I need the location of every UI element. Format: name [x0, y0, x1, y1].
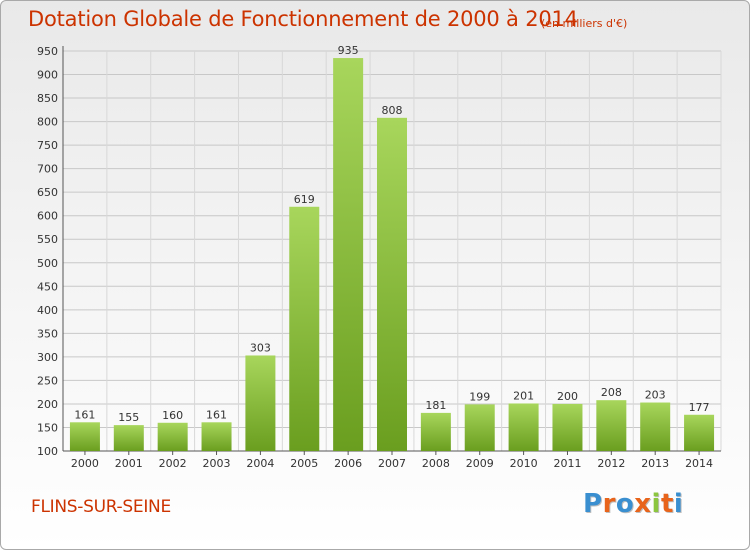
logo-letter: r	[602, 489, 616, 519]
bar-value-label: 200	[557, 390, 578, 403]
bar-value-label: 160	[162, 409, 183, 422]
bar-value-label: 203	[645, 389, 666, 402]
y-tick-label: 950	[37, 45, 58, 58]
x-tick-label: 2006	[334, 457, 362, 470]
bar	[333, 58, 364, 451]
bar	[245, 355, 276, 451]
x-tick-label: 2003	[203, 457, 231, 470]
logo-letter: i	[673, 489, 684, 519]
bar-value-label: 201	[513, 389, 534, 402]
bar-value-label: 161	[74, 408, 95, 421]
y-tick-label: 150	[37, 421, 58, 434]
x-tick-label: 2011	[553, 457, 581, 470]
bar-value-label: 155	[118, 411, 139, 424]
x-tick-label: 2013	[641, 457, 669, 470]
proxiti-logo: Proxiti	[583, 489, 683, 525]
bar-value-label: 303	[250, 341, 271, 354]
y-tick-label: 250	[37, 374, 58, 387]
x-tick-label: 2014	[685, 457, 713, 470]
bar-value-label: 208	[601, 386, 622, 399]
x-tick-label: 2009	[466, 457, 494, 470]
y-tick-label: 550	[37, 233, 58, 246]
commune-name: FLINS-SUR-SEINE	[31, 497, 171, 517]
y-tick-label: 850	[37, 92, 58, 105]
bar-value-label: 808	[382, 104, 403, 117]
y-tick-label: 300	[37, 351, 58, 364]
bar-value-label: 181	[425, 399, 446, 412]
bar	[201, 422, 232, 451]
y-tick-label: 600	[37, 210, 58, 223]
x-tick-label: 2010	[510, 457, 538, 470]
bar	[377, 117, 407, 451]
bar-chart: 100 150 200 250 300 350 400 450 500 550 600 650 700 7…	[37, 44, 722, 470]
logo-letter: t	[660, 489, 674, 519]
chart-unit: (en milliers d'€)	[541, 17, 628, 30]
bar-value-label: 161	[206, 408, 227, 421]
x-tick-label: 2002	[159, 457, 187, 470]
x-tick-label: 2001	[115, 457, 143, 470]
logo-letter: P	[583, 489, 603, 519]
y-tick-label: 800	[37, 116, 58, 129]
bar-value-label: 935	[338, 44, 359, 57]
x-tick-label: 2012	[597, 457, 625, 470]
bar	[684, 414, 715, 451]
bar	[464, 404, 495, 451]
y-tick-label: 500	[37, 257, 58, 270]
y-tick-label: 350	[37, 327, 58, 340]
y-tick-label: 100	[37, 445, 58, 458]
y-tick-label: 650	[37, 186, 58, 199]
bar-value-label: 199	[469, 390, 490, 403]
bar	[640, 402, 671, 451]
x-tick-label: 2007	[378, 457, 406, 470]
bar-value-label: 177	[689, 401, 710, 414]
x-tick-label: 2005	[290, 457, 318, 470]
bar	[157, 422, 188, 451]
bar	[69, 422, 100, 451]
bar-value-label: 619	[294, 193, 315, 206]
y-tick-label: 450	[37, 280, 58, 293]
y-tick-label: 200	[37, 398, 58, 411]
bar	[113, 425, 144, 451]
bar	[420, 412, 451, 451]
y-tick-label: 750	[37, 139, 58, 152]
bar	[596, 400, 627, 451]
x-tick-label: 2004	[246, 457, 274, 470]
y-tick-label: 700	[37, 163, 58, 176]
bar	[552, 403, 583, 451]
logo-letter: x	[634, 489, 652, 519]
y-tick-label: 900	[37, 69, 58, 82]
bar	[508, 403, 539, 451]
y-tick-label: 400	[37, 304, 58, 317]
x-tick-label: 2000	[71, 457, 99, 470]
x-tick-label: 2008	[422, 457, 450, 470]
bar	[289, 206, 320, 451]
logo-letter: i	[651, 489, 661, 519]
logo-letter: o	[615, 489, 635, 519]
chart-title: Dotation Globale de Fonctionnement de 20…	[28, 7, 578, 31]
